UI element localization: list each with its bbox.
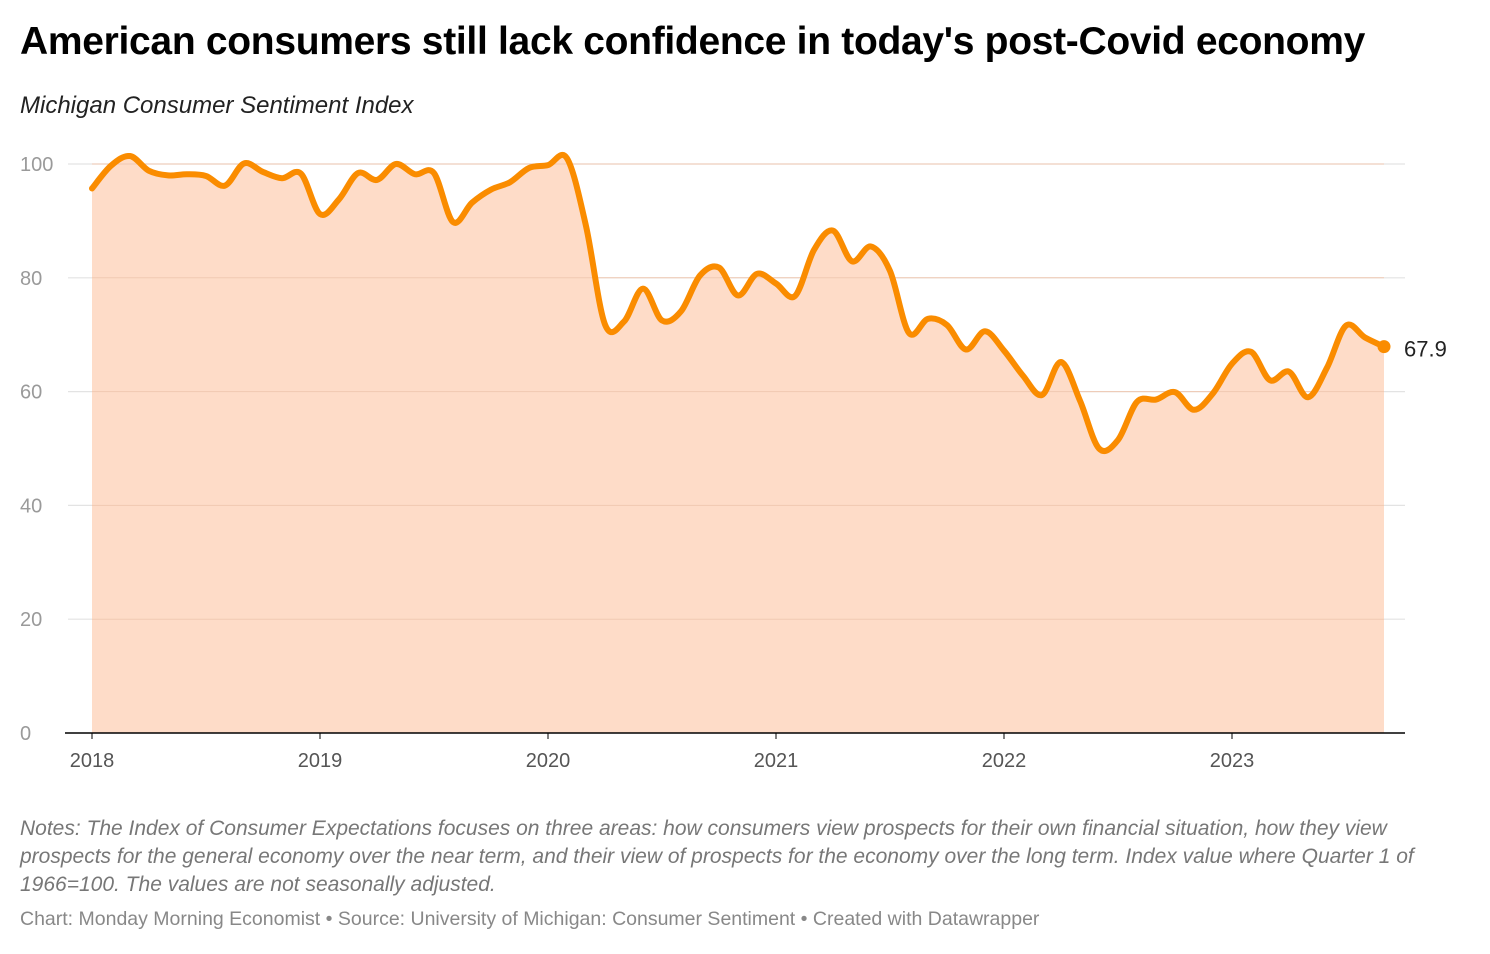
- y-tick-label: 100: [20, 154, 53, 176]
- end-point-marker: [1377, 340, 1391, 354]
- x-tick-label: 2023: [1210, 750, 1255, 772]
- x-tick-label: 2022: [982, 750, 1027, 772]
- chart-footer: Chart: Monday Morning Economist • Source…: [20, 908, 1040, 930]
- end-value-label: 67.9: [1404, 337, 1447, 362]
- y-tick-label: 0: [20, 723, 31, 745]
- y-tick-label: 60: [20, 382, 42, 404]
- y-tick-label: 40: [20, 495, 42, 517]
- chart-subtitle: Michigan Consumer Sentiment Index: [20, 92, 414, 119]
- x-tick-label: 2019: [298, 750, 343, 772]
- y-tick-label: 80: [20, 268, 42, 290]
- x-tick-label: 2020: [526, 750, 571, 772]
- chart: 0 20 40 60 80 100 67.9 2018 2019 2020 2021 2022 2023: [20, 151, 1447, 772]
- chart-title: American consumers still lack confidence…: [20, 20, 1365, 63]
- chart-notes: Notes: The Index of Consumer Expectation…: [20, 817, 1414, 896]
- area-fill: [92, 154, 1384, 734]
- x-tick-label: 2018: [70, 750, 115, 772]
- y-tick-label: 20: [20, 609, 42, 631]
- series-line: [89, 151, 1387, 454]
- x-tick-label: 2021: [754, 750, 799, 772]
